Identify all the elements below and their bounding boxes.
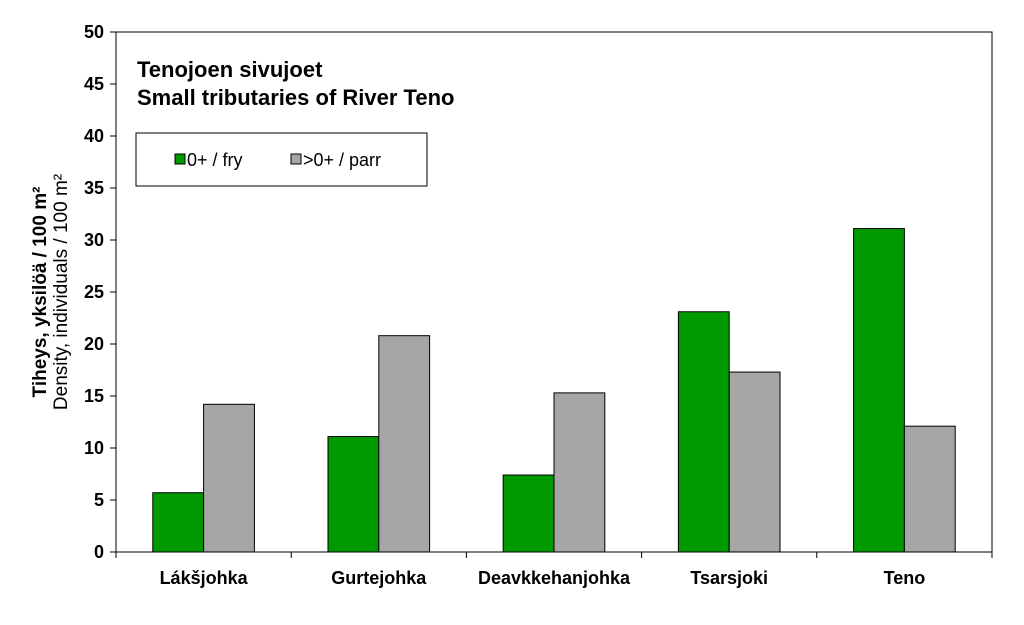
bar-fry-2 <box>502 474 555 553</box>
category-label: Gurtejohka <box>331 568 427 588</box>
y-tick-label: 40 <box>84 126 104 146</box>
category-label: Tsarsjoki <box>690 568 768 588</box>
y-tick-label: 35 <box>84 178 104 198</box>
bar-parr-1 <box>378 335 431 553</box>
bar-fry-4 <box>853 228 905 553</box>
y-axis-label-line-2: Density, individuals / 100 m² <box>51 174 72 410</box>
bar-fry-3 <box>677 311 730 553</box>
bars <box>152 228 956 553</box>
y-tick-label: 50 <box>84 22 104 42</box>
bar-fry-0 <box>152 492 205 553</box>
y-tick-label: 10 <box>84 438 104 458</box>
y-tick-label: 25 <box>84 282 104 302</box>
y-tick-label: 15 <box>84 386 104 406</box>
legend-swatch-fry <box>174 153 186 165</box>
y-tick-label: 0 <box>94 542 104 562</box>
chart-title-line-2: Small tributaries of River Teno <box>137 85 454 110</box>
y-tick-label: 20 <box>84 334 104 354</box>
category-label: Deavkkehanjohka <box>478 568 631 588</box>
bar-parr-0 <box>203 403 255 553</box>
bar-parr-3 <box>728 371 781 553</box>
y-tick-label: 45 <box>84 74 104 94</box>
legend-label-fry: 0+ / fry <box>187 150 243 170</box>
category-label: Lákšjohka <box>160 568 249 588</box>
legend-swatch-parr <box>290 153 302 165</box>
legend: 0+ / fry >0+ / parr <box>135 132 428 187</box>
y-tick-label: 5 <box>94 490 104 510</box>
category-labels: Lákšjohka Gurtejohka Deavkkehanjohka Tsarsj… <box>160 568 926 588</box>
x-axis <box>115 552 993 558</box>
bar-parr-2 <box>553 392 606 553</box>
bar-parr-4 <box>903 425 956 553</box>
bar-fry-1 <box>327 436 380 553</box>
y-axis-label-line-1: Tiheys, yksilöä / 100 m² <box>30 187 51 398</box>
category-label: Teno <box>884 568 926 588</box>
legend-label-parr: >0+ / parr <box>303 150 381 170</box>
y-axis: 0 5 10 15 20 25 30 35 40 45 50 <box>84 22 116 562</box>
y-tick-label: 30 <box>84 230 104 250</box>
chart-title-line-1: Tenojoen sivujoet <box>137 57 323 82</box>
